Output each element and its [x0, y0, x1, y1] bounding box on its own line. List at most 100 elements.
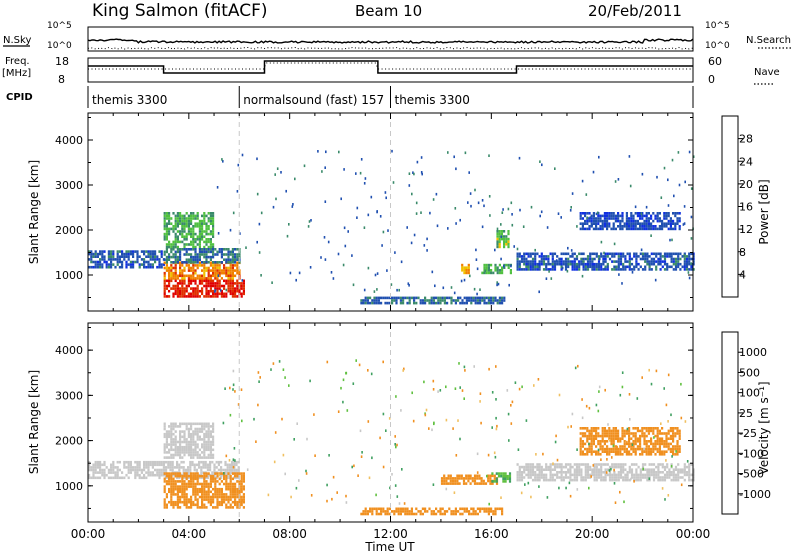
- data-cell: [562, 262, 565, 266]
- y-tick-label: 2000: [55, 435, 83, 448]
- data-cell: [624, 478, 627, 482]
- data-cell: [518, 387, 521, 391]
- data-cell: [608, 257, 612, 261]
- data-cell: [683, 254, 686, 257]
- data-cell: [501, 211, 504, 214]
- data-cell: [619, 453, 622, 456]
- data-cell: [192, 264, 195, 267]
- data-cell: [207, 240, 210, 244]
- data-cell: [174, 225, 177, 228]
- data-cell: [588, 450, 591, 453]
- data-cell: [608, 447, 611, 451]
- data-cell: [615, 463, 618, 466]
- data-cell: [160, 263, 163, 266]
- data-cell: [676, 432, 679, 435]
- data-cell: [203, 266, 206, 270]
- data-cell: [149, 473, 152, 477]
- data-cell: [560, 216, 562, 219]
- data-cell: [96, 260, 99, 264]
- data-cell: [607, 423, 609, 426]
- data-cell: [542, 468, 546, 471]
- data-cell: [174, 266, 177, 270]
- data-cell: [185, 289, 188, 293]
- data-cell: [601, 225, 604, 228]
- data-cell: [413, 233, 416, 237]
- data-cell: [101, 473, 104, 477]
- data-cell: [205, 472, 208, 475]
- data-cell: [182, 476, 185, 480]
- data-cell: [434, 284, 436, 288]
- data-cell: [624, 265, 627, 269]
- data-cell: [464, 151, 467, 155]
- data-cell: [604, 476, 607, 479]
- colorbar-tick-label: 4: [739, 268, 746, 281]
- data-cell: [451, 479, 455, 483]
- data-cell: [615, 473, 618, 477]
- data-cell: [170, 477, 173, 481]
- data-cell: [205, 440, 208, 444]
- data-cell: [545, 268, 548, 271]
- data-cell: [231, 282, 234, 285]
- data-cell: [218, 284, 221, 288]
- data-cell: [147, 460, 150, 464]
- data-cell: [517, 448, 520, 451]
- data-cell: [529, 262, 532, 266]
- data-cell: [205, 485, 208, 488]
- data-cell: [600, 268, 603, 271]
- data-cell: [218, 503, 221, 507]
- data-cell: [174, 287, 177, 290]
- data-cell: [633, 268, 636, 271]
- data-cell: [276, 167, 279, 170]
- data-cell: [440, 482, 444, 485]
- data-cell: [272, 205, 275, 209]
- data-cell: [501, 507, 504, 511]
- data-cell: [110, 468, 113, 472]
- data-cell: [123, 252, 126, 256]
- data-cell: [441, 507, 444, 511]
- data-cell: [99, 265, 102, 269]
- data-cell: [105, 263, 108, 266]
- data-cell: [194, 287, 197, 290]
- data-cell: [198, 476, 201, 480]
- data-cell: [667, 219, 670, 223]
- data-cell: [611, 268, 614, 271]
- data-cell: [666, 476, 669, 479]
- data-cell: [172, 240, 175, 244]
- data-cell: [681, 255, 684, 258]
- data-cell: [538, 265, 541, 269]
- data-cell: [207, 435, 210, 439]
- data-cell: [170, 430, 173, 433]
- data-cell: [183, 214, 186, 218]
- data-cell: [154, 463, 157, 467]
- data-cell: [220, 460, 223, 464]
- data-cell: [231, 482, 234, 486]
- data-cell: [156, 258, 159, 261]
- data-cell: [234, 503, 237, 507]
- data-cell: [507, 232, 510, 236]
- data-cell: [176, 250, 179, 254]
- data-cell: [516, 247, 519, 251]
- data-cell: [198, 219, 201, 223]
- data-cell: [377, 296, 380, 300]
- data-cell: [420, 156, 423, 159]
- data-cell: [556, 463, 559, 466]
- data-cell: [234, 292, 237, 296]
- data-cell: [218, 490, 221, 494]
- data-cell: [613, 482, 616, 485]
- data-cell: [179, 500, 182, 504]
- data-cell: [643, 219, 646, 223]
- data-cell: [476, 299, 479, 302]
- data-cell: [591, 223, 593, 227]
- data-cell: [165, 250, 168, 254]
- data-cell: [628, 257, 631, 261]
- data-cell: [223, 477, 226, 481]
- data-cell: [196, 480, 199, 483]
- data-cell: [222, 421, 225, 425]
- data-cell: [685, 265, 689, 269]
- data-cell: [525, 468, 528, 471]
- data-cell: [214, 287, 217, 290]
- data-cell: [604, 388, 606, 392]
- data-cell: [207, 495, 210, 499]
- data-cell: [556, 476, 559, 479]
- data-cell: [401, 468, 403, 471]
